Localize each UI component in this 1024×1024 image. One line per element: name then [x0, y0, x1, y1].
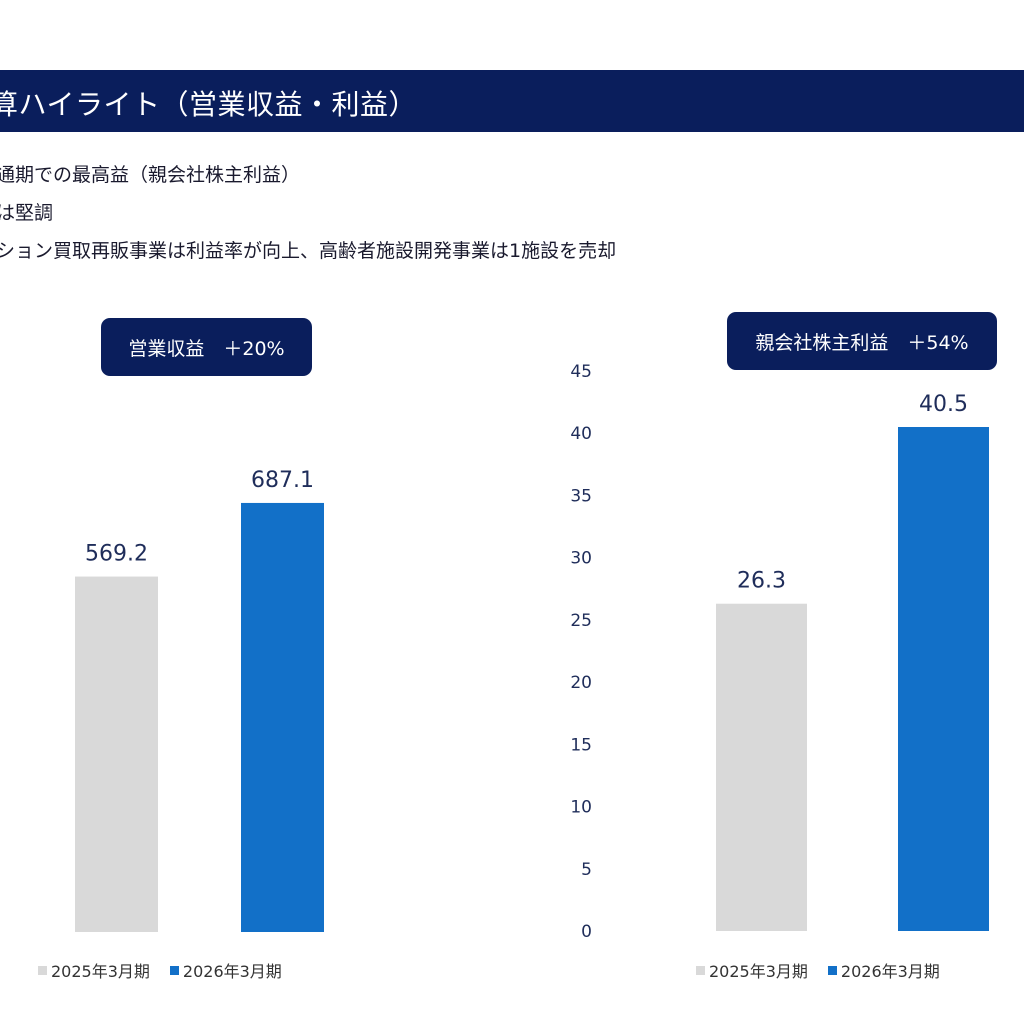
revenue-chart: 569.2 687.1: [75, 468, 324, 932]
bullet-1: 通期での最高益（親会社株主利益）: [0, 164, 301, 186]
net-income-legend-item-2025: 2025年3月期: [696, 958, 808, 982]
y-tick-label: 35: [570, 486, 592, 506]
legend-label: 2025年3月期: [709, 962, 808, 981]
net-income-chart: 0 5 10 15 20 25 30 35 40 45 26.3 40.5: [570, 362, 989, 942]
title-bar: 算ハイライト（営業収益・利益）: [0, 70, 1024, 132]
legend-swatch-grey: [38, 965, 47, 975]
bullet-3: ション買取再販事業は利益率が向上、高齢者施設開発事業は1施設を売却: [0, 240, 617, 262]
legend-label: 2025年3月期: [51, 962, 150, 981]
revenue-legend: 2025年3月期 2026年3月期: [38, 958, 282, 982]
revenue-value-label-0: 569.2: [85, 542, 148, 567]
net-income-bar-1: [898, 427, 989, 931]
revenue-growth-badge: 営業収益 ＋20%: [101, 318, 312, 376]
net-income-value-label-0: 26.3: [737, 569, 786, 594]
legend-label: 2026年3月期: [840, 962, 940, 981]
net-income-growth-badge: 親会社株主利益 ＋54%: [727, 312, 997, 370]
y-tick-label: 25: [570, 611, 592, 631]
legend-label: 2026年3月期: [182, 962, 282, 981]
bullet-2: は堅調: [0, 202, 54, 224]
y-tick-label: 40: [570, 424, 592, 444]
revenue-legend-item-2026: 2026年3月期: [169, 958, 282, 982]
revenue-value-label-1: 687.1: [251, 468, 314, 493]
legend-swatch-grey: [696, 965, 705, 975]
y-tick-label: 10: [570, 798, 592, 818]
revenue-bar-0: [75, 576, 158, 932]
legend-swatch-blue: [169, 965, 179, 975]
net-income-legend-item-2026: 2026年3月期: [827, 958, 940, 982]
page-title: 算ハイライト（営業収益・利益）: [0, 88, 417, 121]
y-tick-label: 45: [570, 362, 592, 382]
y-tick-label: 0: [581, 922, 592, 942]
y-tick-label: 15: [570, 735, 592, 755]
net-income-legend: 2025年3月期 2026年3月期: [696, 958, 940, 982]
revenue-legend-item-2025: 2025年3月期: [38, 958, 150, 982]
legend-swatch-blue: [827, 965, 837, 975]
y-tick-label: 5: [581, 860, 592, 880]
y-tick-label: 20: [570, 673, 592, 693]
revenue-bar-1: [241, 502, 324, 932]
net-income-value-label-1: 40.5: [919, 392, 968, 417]
net-income-bar-0: [716, 603, 807, 931]
y-tick-label: 30: [570, 549, 592, 569]
